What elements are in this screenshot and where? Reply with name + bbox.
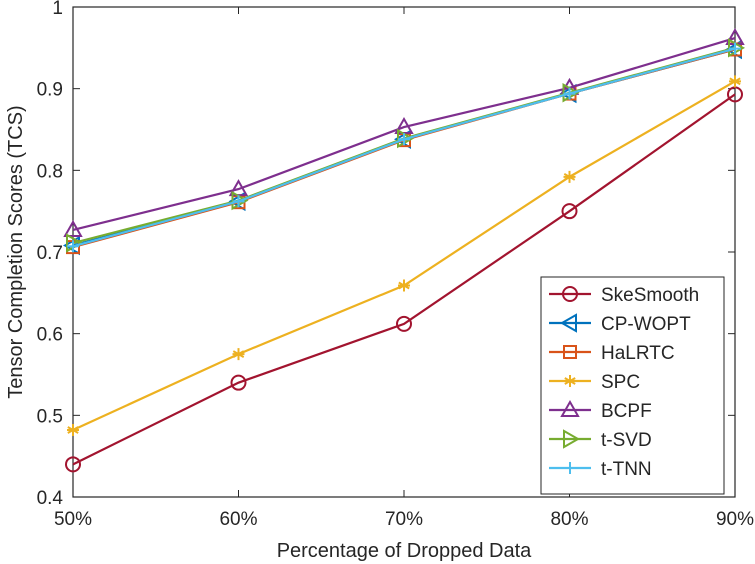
legend-item-t-svd: t-SVD	[549, 429, 652, 451]
data-point-skesmooth	[230, 374, 247, 391]
plot-series	[62, 28, 746, 473]
x-tick-label: 50%	[54, 509, 92, 530]
y-tick-label: 0.6	[37, 325, 63, 346]
data-point-skesmooth	[727, 86, 743, 103]
series-line-bcpf	[72, 36, 736, 232]
legend-swatch-marker	[560, 399, 580, 417]
y-tick-label: 0.4	[37, 488, 64, 509]
legend-label: BCPF	[601, 401, 652, 422]
data-point-t-tnn	[729, 42, 741, 55]
data-point-spc	[67, 424, 79, 437]
legend-item-t-tnn: t-TNN	[549, 459, 652, 480]
data-point-spc	[563, 170, 576, 183]
y-tick-label: 1	[52, 0, 63, 19]
y-tick-label: 0.7	[37, 243, 63, 264]
legend-box	[540, 276, 725, 495]
legend-label: SkeSmooth	[601, 285, 699, 306]
legend-item-cp-wopt: CP-WOPT	[549, 313, 691, 335]
x-tick-label: 60%	[219, 509, 257, 530]
series-line-skesmooth	[72, 93, 736, 466]
y-tick-label: 0.5	[37, 406, 63, 427]
legend-item-bcpf: BCPF	[549, 399, 652, 422]
legend-swatch-marker	[563, 345, 577, 359]
legend-item-spc: SPC	[549, 372, 640, 393]
data-point-bcpf	[63, 219, 83, 237]
legend-item-skesmooth: SkeSmooth	[549, 285, 699, 306]
series-t-tnn	[67, 42, 741, 253]
x-tick-label: 80%	[550, 509, 588, 530]
series-spc	[67, 75, 741, 437]
data-point-spc	[398, 279, 410, 292]
legend-swatch-marker	[564, 462, 576, 474]
legend-label: CP-WOPT	[601, 314, 691, 335]
y-axis-title: Tensor Completion Scores (TCS)	[5, 105, 27, 398]
legend-swatch-marker	[564, 375, 576, 387]
legend-label: SPC	[601, 372, 640, 393]
data-point-t-tnn	[563, 87, 576, 100]
data-point-t-tnn	[398, 133, 410, 146]
data-point-t-tnn	[232, 195, 245, 208]
legend-label: HaLRTC	[601, 343, 675, 364]
legend-swatch-marker	[563, 429, 581, 449]
x-axis-title: Percentage of Dropped Data	[277, 540, 532, 562]
data-point-spc	[729, 75, 741, 88]
y-tick-label: 0.8	[37, 161, 63, 182]
legend-swatch-marker	[559, 313, 577, 333]
x-tick-label: 70%	[385, 509, 423, 530]
data-point-t-tnn	[67, 240, 79, 253]
data-point-skesmooth	[561, 203, 578, 220]
series-skesmooth	[65, 86, 743, 473]
legend-swatch-marker	[562, 286, 578, 302]
series-line-cp-wopt	[72, 48, 736, 247]
legend-item-halrtc: HaLRTC	[549, 343, 675, 364]
data-point-spc	[232, 348, 245, 361]
y-tick-label: 0.9	[37, 80, 63, 101]
legend-label: t-SVD	[601, 430, 652, 451]
x-tick-label: 90%	[716, 509, 754, 530]
data-point-skesmooth	[65, 456, 81, 473]
legend-label: t-TNN	[601, 459, 652, 480]
axes: 50% 60% 70% 80% 90% 0.4 0.5 0.6 0.7 0.8 0.9 1	[37, 0, 755, 530]
data-point-skesmooth	[396, 315, 412, 332]
legend: SkeSmooth CP-WOPT HaLRTC SPC BCPF t-SVD t-TNN	[540, 276, 725, 495]
